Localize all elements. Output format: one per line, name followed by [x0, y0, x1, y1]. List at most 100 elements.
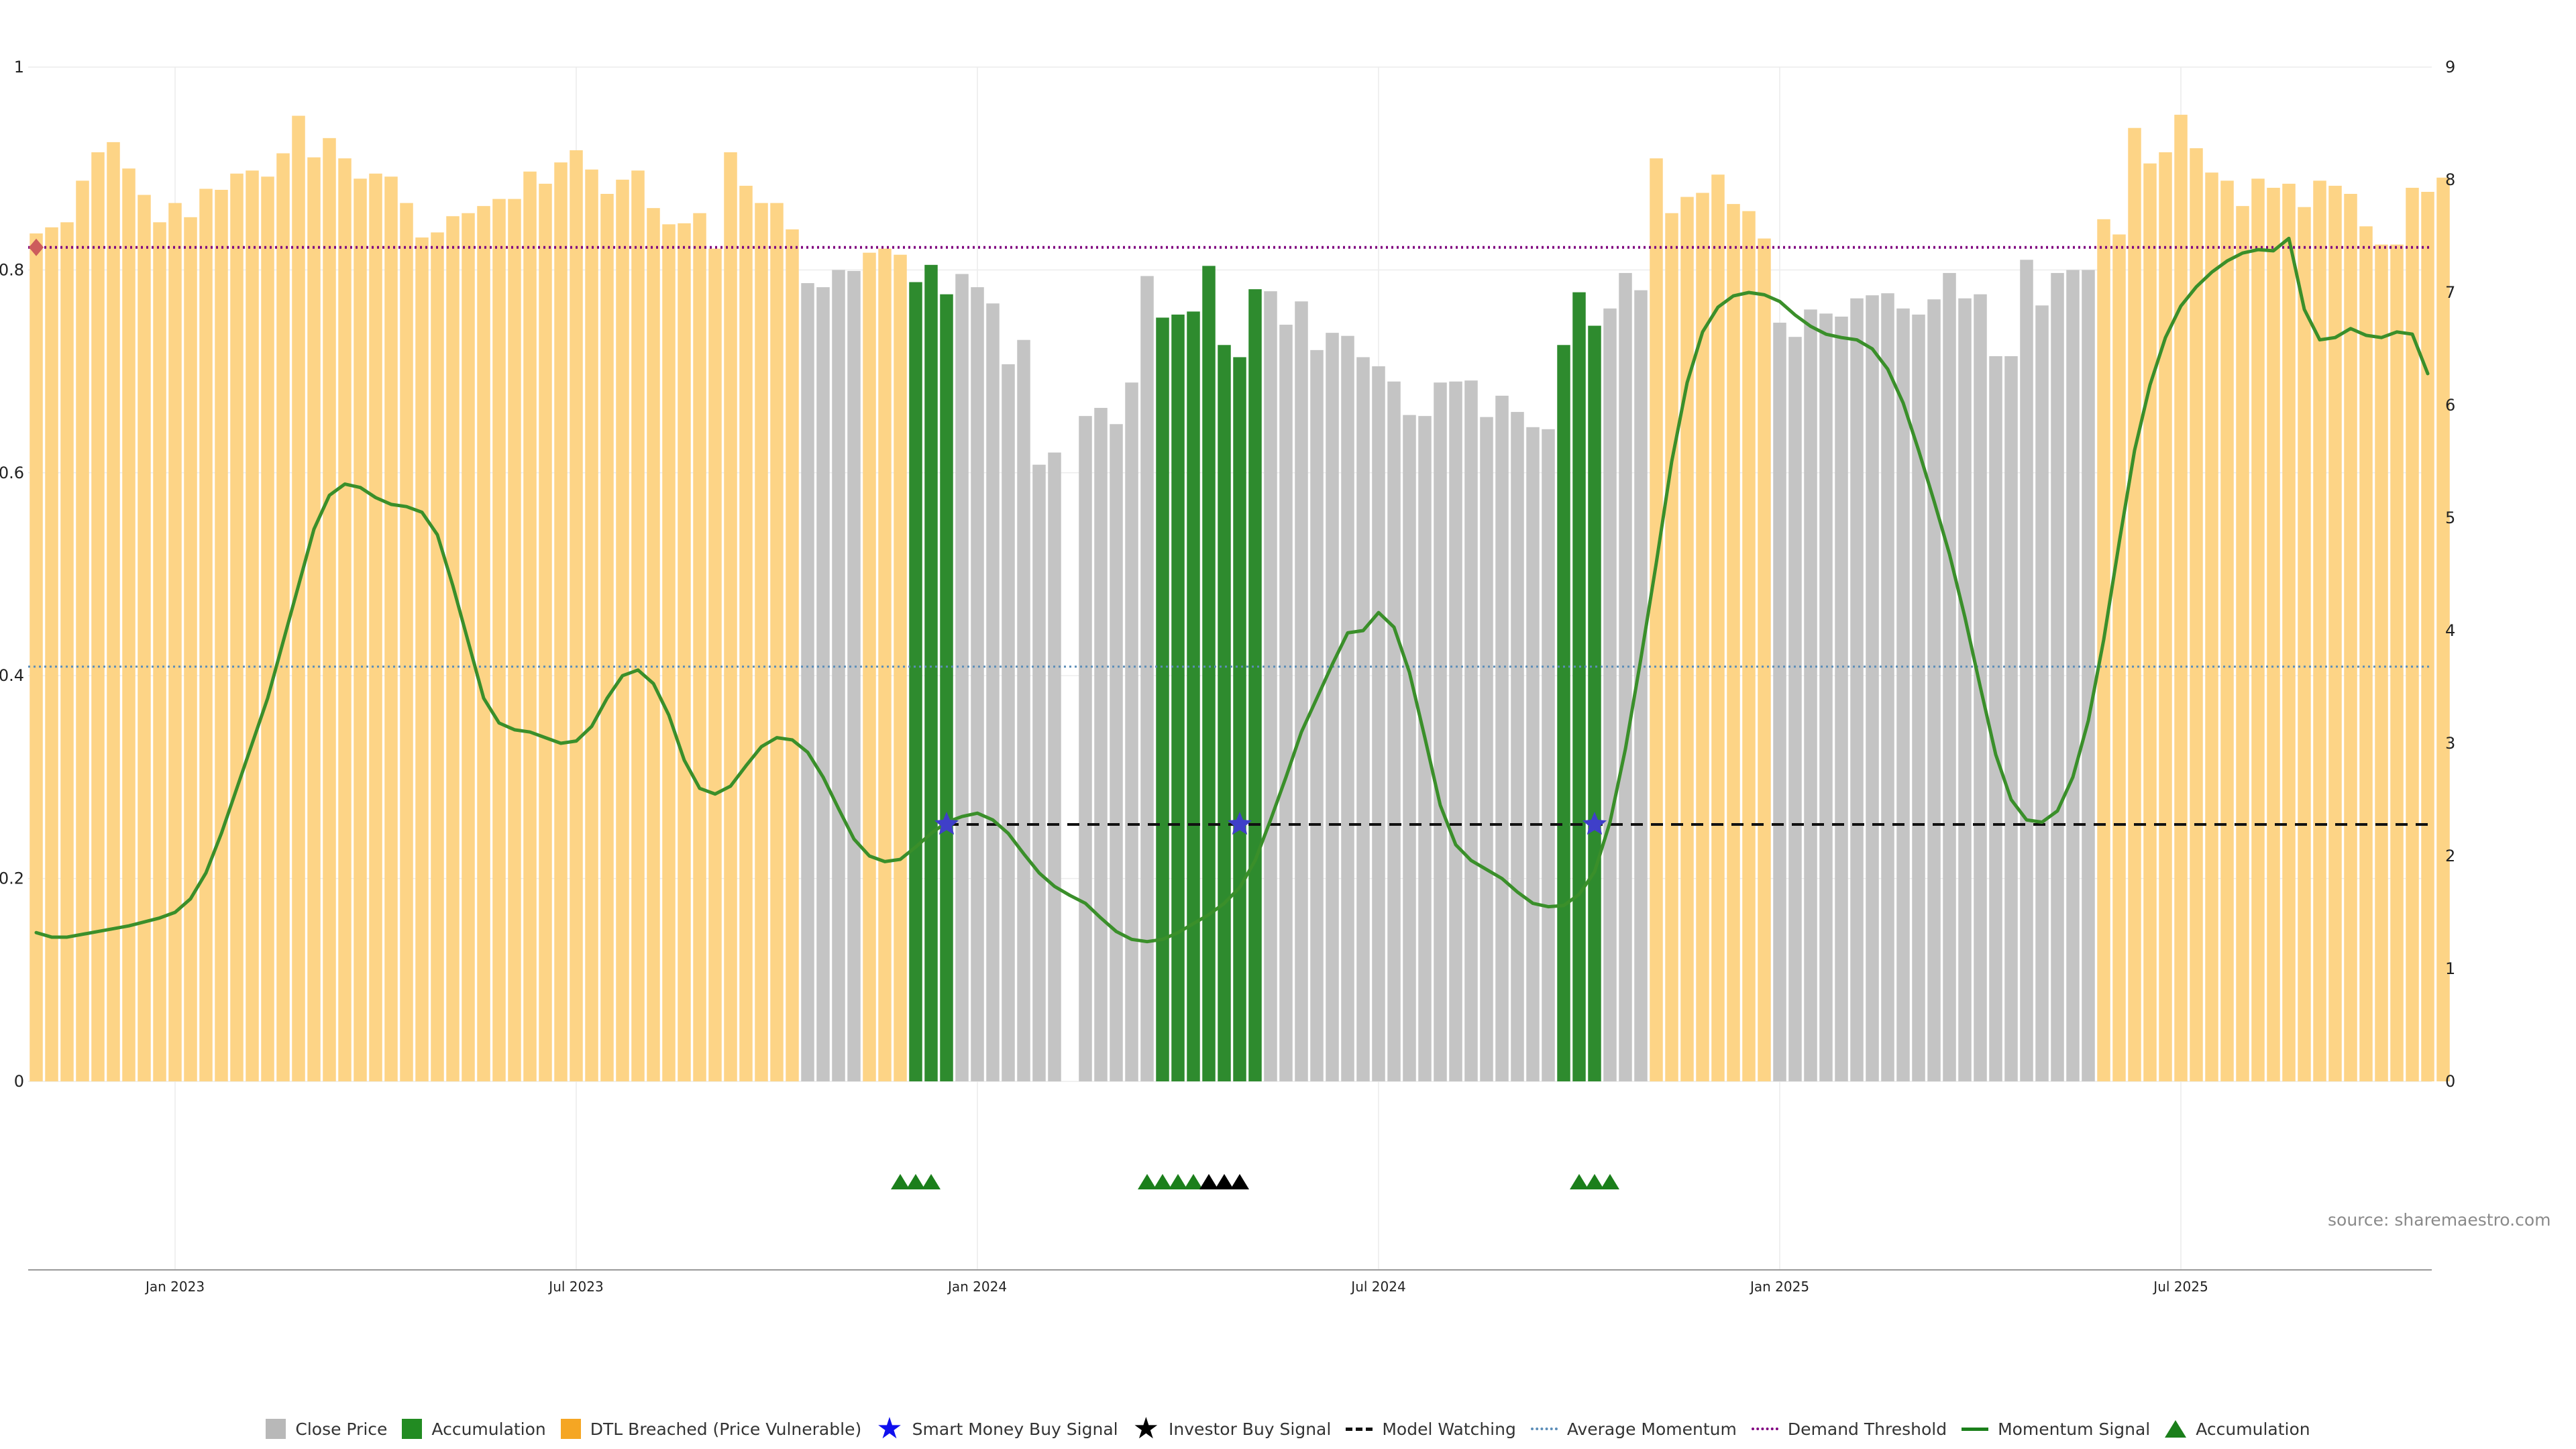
green-square-icon [402, 1419, 423, 1439]
bar-dtl [570, 150, 583, 1081]
left-tick-label: 0.4 [0, 666, 24, 685]
bar-close [1387, 381, 1401, 1081]
bar-dtl [1711, 174, 1725, 1082]
bar-dtl [2251, 178, 2265, 1081]
bar-dtl [631, 170, 645, 1081]
legend-item: Average Momentum [1530, 1419, 1737, 1439]
bar-close [2020, 260, 2033, 1081]
bar-close [1619, 272, 1632, 1081]
right-tick-label: 1 [2445, 959, 2455, 978]
bar-dtl [1650, 158, 1663, 1082]
bar-dtl [477, 206, 490, 1081]
bar-dtl [230, 173, 244, 1081]
bar-dtl [1696, 193, 1709, 1081]
bar-dtl [1665, 213, 1678, 1081]
bar-dtl [863, 252, 876, 1081]
reference-lines [28, 238, 2432, 826]
bar-dtl [2143, 163, 2157, 1081]
bar-dtl [508, 199, 521, 1081]
bar-dtl [554, 162, 568, 1081]
bar-close [1356, 357, 1370, 1081]
right-tick-label: 8 [2445, 170, 2455, 189]
accumulation-triangle [1585, 1174, 1604, 1189]
bar-close [1542, 429, 1555, 1081]
green-triangle-icon [2165, 1420, 2187, 1438]
bar-close [1634, 290, 1648, 1081]
dotted-purple-line-icon [1751, 1428, 1778, 1430]
smart-money-star [1582, 812, 1607, 835]
accumulation-triangle [922, 1174, 941, 1189]
bar-close [1310, 350, 1324, 1081]
bar-dtl [246, 170, 259, 1081]
date-tick-label: Jul 2025 [2152, 1279, 2208, 1295]
right-tick-label: 6 [2445, 396, 2455, 415]
bar-acc [1171, 314, 1185, 1082]
bar-close [1866, 295, 1879, 1082]
left-tick-label: 1 [14, 58, 24, 76]
bar-dtl [585, 169, 598, 1081]
bar-close [816, 287, 830, 1081]
legend-label: Investor Buy Signal [1169, 1419, 1332, 1439]
bar-dtl [153, 222, 166, 1082]
bar-close [801, 283, 814, 1081]
date-tick-label: Jul 2023 [547, 1279, 603, 1295]
bar-close [1372, 366, 1385, 1081]
bar-acc [1187, 311, 1200, 1082]
bar-dtl [647, 208, 660, 1082]
green-line-icon [1962, 1427, 1989, 1431]
signal-stars [934, 812, 1607, 835]
momentum-line [34, 236, 2430, 944]
bar-dtl [122, 168, 136, 1082]
bar-dtl [45, 227, 58, 1081]
dotted-blue-line-icon [1530, 1428, 1558, 1430]
bar-close [955, 274, 969, 1081]
bar-dtl [539, 183, 552, 1081]
bar-close [1495, 395, 1509, 1081]
left-tick-label: 0.8 [0, 260, 24, 279]
investor-triangle [1199, 1174, 1218, 1189]
bar-dtl [2359, 226, 2373, 1081]
bar-dtl [616, 179, 629, 1081]
bar-dtl [1680, 197, 1694, 1081]
bar-close [1002, 364, 1015, 1081]
bar-dtl [2298, 207, 2311, 1081]
bar-close [1989, 356, 2002, 1082]
smart-money-star [934, 812, 959, 835]
bar-dtl [693, 213, 706, 1081]
bar-dtl [2220, 180, 2234, 1081]
bar-dtl [199, 189, 213, 1082]
bar-close [1279, 325, 1293, 1082]
bar-dtl [523, 171, 537, 1082]
bar-dtl [215, 189, 228, 1081]
bar-dtl [261, 176, 274, 1081]
left-tick-label: 0.2 [0, 869, 24, 888]
bar-close [1449, 381, 1462, 1081]
bar-close [1881, 293, 1894, 1081]
legend-label: Model Watching [1382, 1419, 1516, 1439]
bar-close [1603, 308, 1617, 1082]
bar-dtl [369, 173, 382, 1081]
bar-close [832, 270, 845, 1081]
left-tick-label: 0 [14, 1072, 24, 1091]
right-tick-label: 0 [2445, 1072, 2455, 1091]
bar-close [1896, 308, 1910, 1082]
bar-dtl [678, 223, 691, 1081]
bar-close [1125, 382, 1138, 1082]
bar-dtl [1727, 204, 1740, 1081]
right-tick-label: 7 [2445, 283, 2455, 302]
bar-dtl [307, 157, 321, 1081]
right-tick-label: 2 [2445, 847, 2455, 865]
bar-dtl [724, 152, 737, 1081]
legend-item: ★ Smart Money Buy Signal [876, 1414, 1118, 1444]
legend-label: Accumulation [2196, 1419, 2310, 1439]
bar-close [2051, 272, 2064, 1081]
bar-dtl [894, 254, 907, 1082]
bar-close [1912, 314, 1925, 1082]
legend-label: Demand Threshold [1787, 1419, 1947, 1439]
legend-label: Accumulation [431, 1419, 546, 1439]
bar-dtl [600, 194, 614, 1081]
momentum-signal-line [34, 236, 2430, 944]
accumulation-triangle [1138, 1174, 1157, 1189]
bar-dtl [2313, 180, 2326, 1081]
accumulation-triangle [1601, 1174, 1619, 1189]
